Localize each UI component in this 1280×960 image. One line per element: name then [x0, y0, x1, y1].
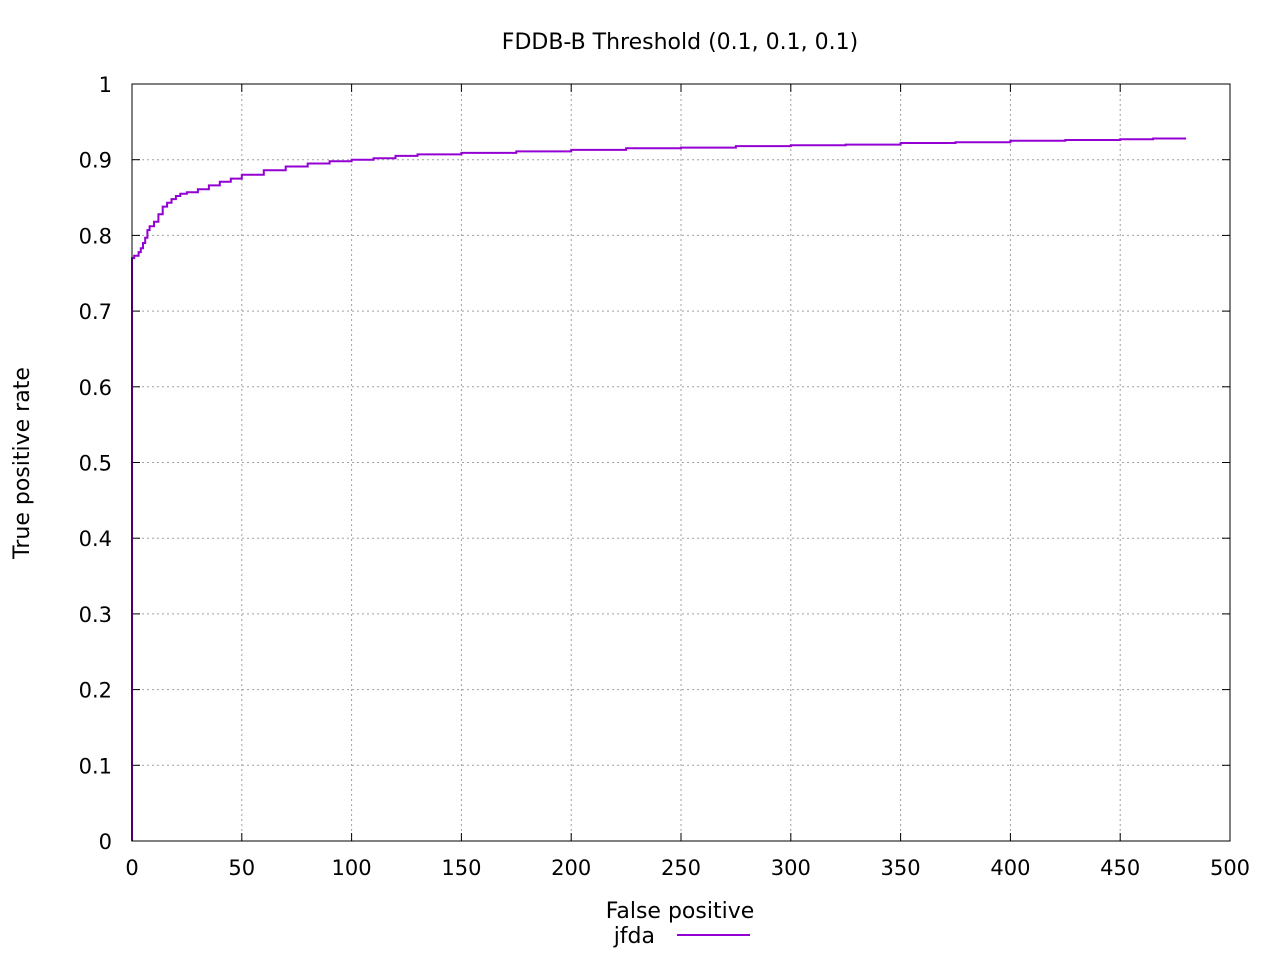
- x-tick-label: 200: [551, 856, 591, 880]
- legend-label-jfda: jfda: [613, 924, 655, 949]
- y-tick-label: 0: [99, 830, 112, 854]
- x-tick-label: 350: [881, 856, 921, 880]
- x-tick-label: 400: [990, 856, 1030, 880]
- x-tick-label: 250: [661, 856, 701, 880]
- y-tick-labels: 0 0.1 0.2 0.3 0.4 0.5 0.6 0.7 0.8 0.9 1: [79, 73, 112, 854]
- grid-lines: [132, 84, 1230, 841]
- x-tick-label: 50: [228, 856, 255, 880]
- x-tick-label: 150: [441, 856, 481, 880]
- x-tick-label: 100: [332, 856, 372, 880]
- legend: jfda: [613, 924, 750, 949]
- y-tick-label: 0.3: [79, 603, 112, 627]
- y-tick-label: 0.6: [79, 376, 112, 400]
- y-axis-title: True positive rate: [10, 367, 35, 560]
- y-tick-label: 0.2: [79, 679, 112, 703]
- y-tick-label: 0.5: [79, 452, 112, 476]
- y-tick-label: 0.9: [79, 149, 112, 173]
- x-tick-label: 0: [125, 856, 138, 880]
- y-tick-label: 1: [99, 73, 112, 97]
- x-axis-title: False positive: [606, 899, 755, 924]
- y-tick-label: 0.8: [79, 224, 112, 248]
- series-line-jfda: [131, 137, 1187, 841]
- plot-border: [131, 83, 1231, 842]
- chart-title: FDDB-B Threshold (0.1, 0.1, 0.1): [502, 30, 858, 55]
- x-tick-label: 450: [1100, 856, 1140, 880]
- y-tick-label: 0.7: [79, 300, 112, 324]
- y-tick-label: 0.4: [79, 527, 112, 551]
- axis-ticks: [131, 83, 1231, 842]
- y-tick-label: 0.1: [79, 754, 112, 778]
- x-tick-label: 500: [1210, 856, 1250, 880]
- series-group: [131, 137, 1187, 841]
- x-tick-labels: 0 50 100 150 200 250 300 350 400 450 500: [125, 856, 1250, 880]
- x-tick-label: 300: [771, 856, 811, 880]
